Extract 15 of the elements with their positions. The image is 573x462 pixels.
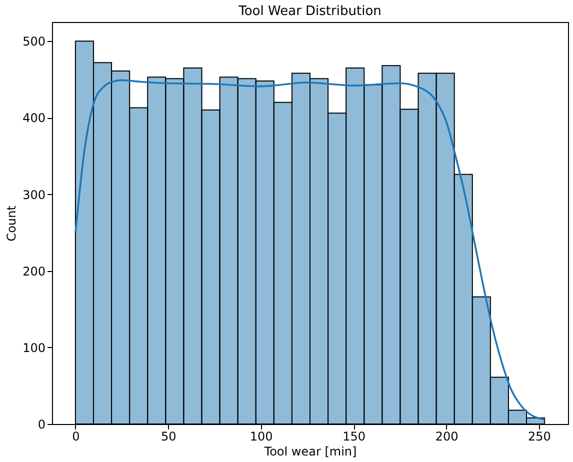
y-tick-label: 500 xyxy=(22,34,46,49)
y-tick-label: 200 xyxy=(22,264,46,278)
y-tick-label: 0 xyxy=(38,418,46,432)
y-tick-label: 400 xyxy=(22,111,46,126)
chart-title: Tool Wear Distribution xyxy=(238,4,382,19)
x-tick-label: 0 xyxy=(72,430,80,444)
y-tick-label: 100 xyxy=(22,340,46,355)
y-tick-label: 300 xyxy=(22,188,46,202)
x-tick-label: 250 xyxy=(528,430,551,444)
y-axis-title: Count xyxy=(4,205,19,242)
x-axis-title: Tool wear [min] xyxy=(263,444,357,458)
x-tick-label: 100 xyxy=(250,430,273,444)
x-tick-label: 150 xyxy=(342,430,366,444)
x-tick-label: 50 xyxy=(161,430,176,444)
x-tick-label: 200 xyxy=(435,430,458,444)
